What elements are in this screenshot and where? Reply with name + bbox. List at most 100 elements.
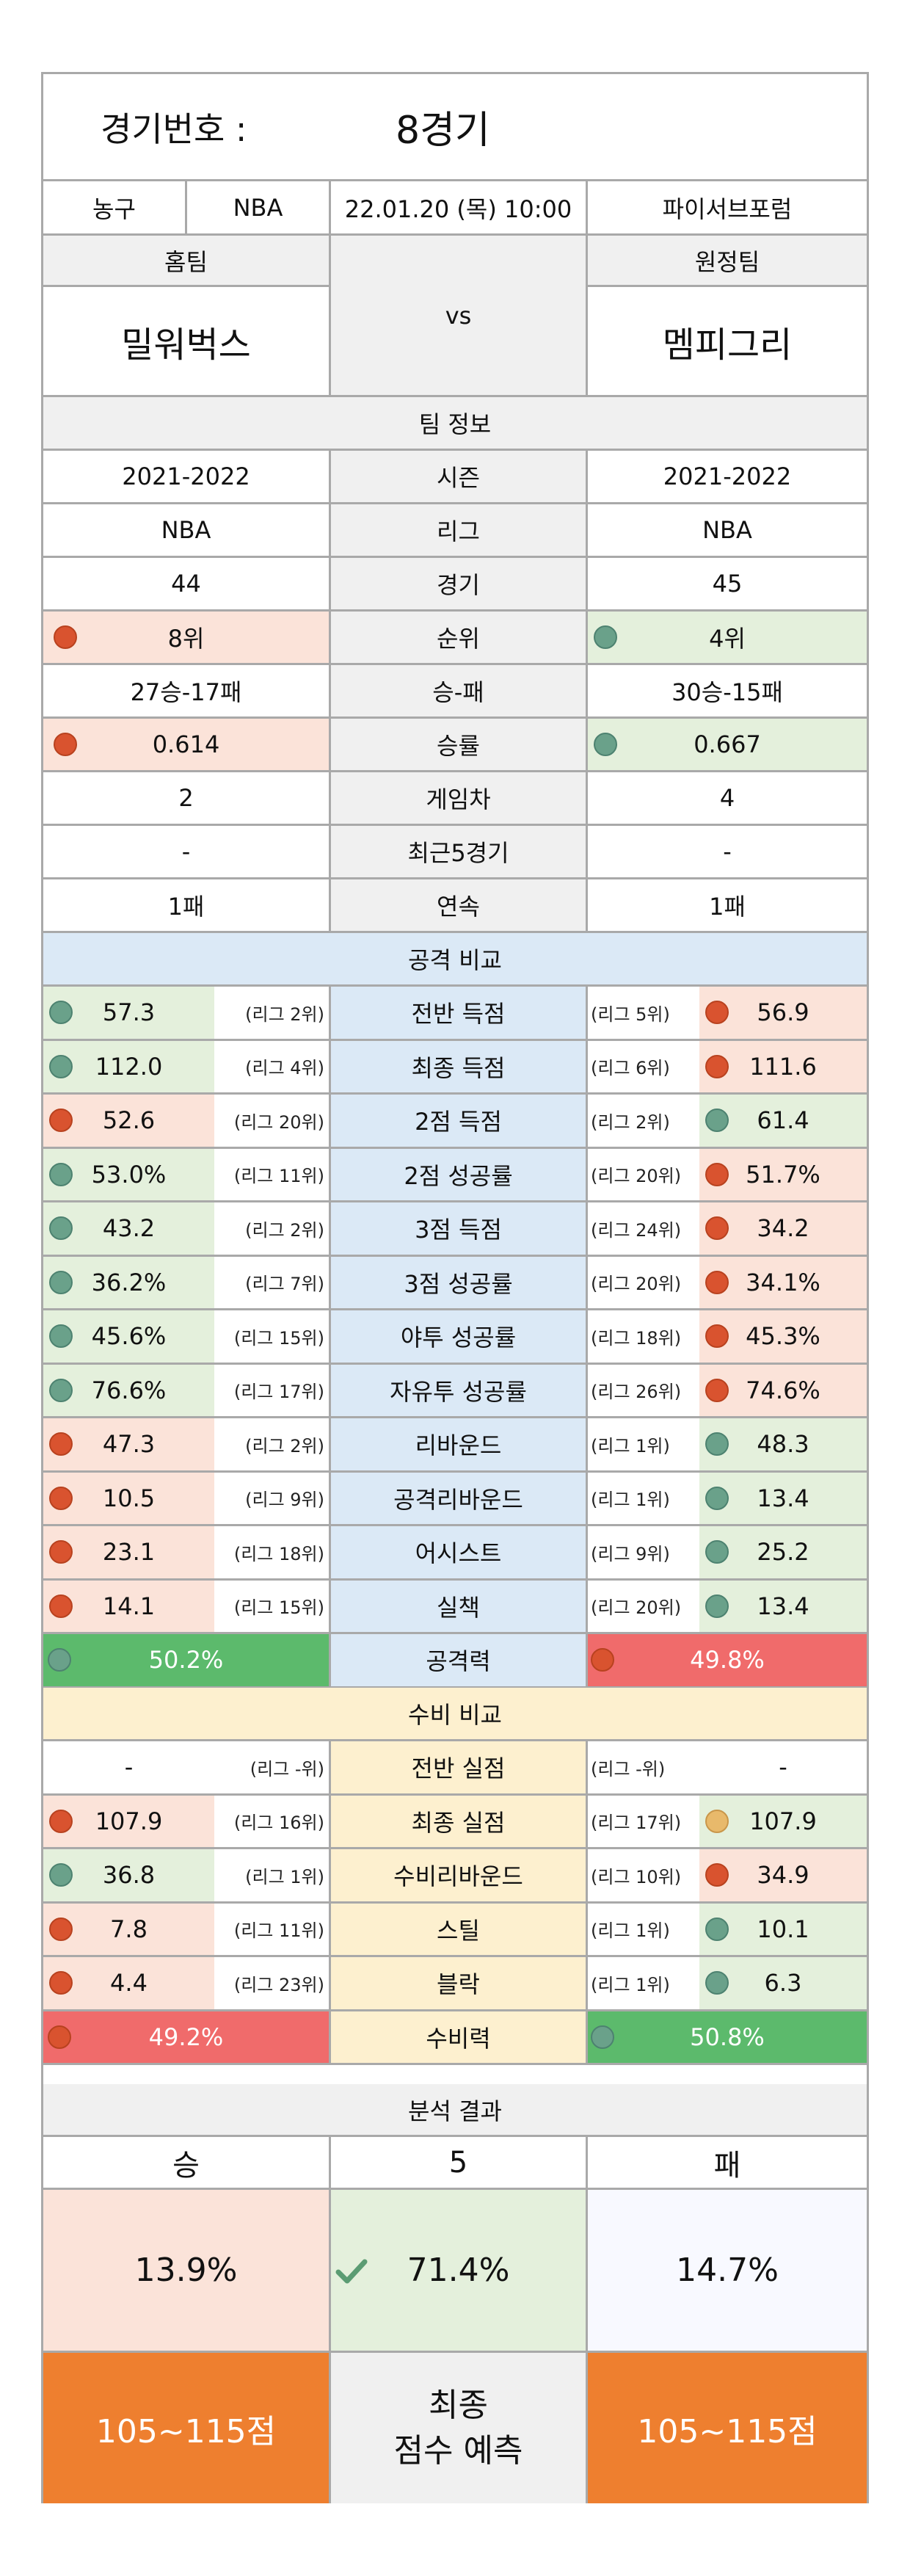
away-value-cell: 25.2	[699, 1526, 867, 1578]
away-value: 1패	[709, 893, 746, 921]
home-value: 43.2	[102, 1214, 156, 1243]
status-dot-icon	[49, 1971, 73, 1995]
stat-label: 최종 득점	[331, 1040, 588, 1092]
win-label: 승	[43, 2137, 331, 2188]
home-value-cell: 45.6%	[43, 1310, 214, 1363]
stat-label: 2점 득점	[331, 1095, 588, 1147]
away-value: 34.2	[757, 1214, 809, 1243]
away-score-prediction: 105~115점	[588, 2353, 867, 2503]
home-value: 7.8	[110, 1915, 148, 1943]
home-value: -	[181, 838, 191, 866]
home-value-cell: 27승-17패	[43, 665, 331, 716]
away-value-cell: 6.3	[699, 1957, 867, 2009]
win-pct: 13.9%	[43, 2190, 331, 2351]
defense-row: - (리그 -위) 전반 실점 (리그 -위) -	[43, 1741, 867, 1796]
home-value: 53.0%	[91, 1160, 167, 1189]
home-rank: (리그 2위)	[214, 1202, 331, 1255]
status-dot-icon	[49, 1486, 73, 1510]
status-dot-icon	[705, 1109, 729, 1133]
status-dot-icon	[705, 1863, 729, 1887]
status-dot-icon	[705, 1324, 729, 1349]
home-value-cell: -	[43, 1741, 214, 1793]
status-dot-icon	[705, 1054, 729, 1078]
analysis-sheet: 경기번호 : 8경기 농구 NBA 22.01.20 (목) 10:00 파이서…	[41, 72, 869, 2503]
lose-label: 패	[713, 2148, 741, 2183]
teams-row: 홈팀 밀워벅스 vs 원정팀 멤피그리	[43, 236, 867, 397]
home-value-cell: 36.8	[43, 1849, 214, 1901]
home-value-cell: 44	[43, 558, 331, 609]
home-value-cell: 2021-2022	[43, 451, 331, 502]
home-value-cell: 76.6%	[43, 1364, 214, 1416]
away-rank: (리그 20위)	[591, 1166, 682, 1187]
defense-row: 107.9 (리그 16위) 최종 실점 (리그 17위) 107.9	[43, 1795, 867, 1849]
status-dot-icon	[49, 1054, 73, 1078]
away-rank: (리그 1위)	[591, 1920, 670, 1942]
away-value: 4	[719, 784, 735, 812]
result-pct-row: 13.9% 71.4% 14.7%	[43, 2190, 867, 2353]
away-value: NBA	[702, 516, 752, 544]
status-dot-icon	[591, 2025, 614, 2049]
stat-label: 게임차	[331, 772, 588, 824]
home-value-cell: 36.2%	[43, 1256, 214, 1308]
away-value: 107.9	[749, 1807, 817, 1835]
score-row: 105~115점 최종 점수 예측 105~115점	[43, 2353, 867, 2503]
away-value: -	[779, 1753, 787, 1782]
team-info-row: 0.614 승률 0.667	[43, 719, 867, 772]
offense-row: 14.1 (리그 15위) 실책 (리그 20위) 13.4	[43, 1580, 867, 1634]
away-rank: (리그 1위)	[591, 1490, 670, 1511]
away-rank: (리그 5위)	[591, 1004, 670, 1025]
home-value-cell: 4.4	[43, 1957, 214, 2009]
away-total: 50.8%	[690, 2022, 765, 2051]
team-info-row: NBA 리그 NBA	[43, 504, 867, 558]
away-value-cell: 107.9	[699, 1795, 867, 1847]
away-rank: (리그 10위)	[591, 1866, 682, 1887]
datetime-cell: 22.01.20 (목) 10:00	[331, 181, 588, 233]
away-value-cell: 61.4	[699, 1095, 867, 1147]
home-score-prediction: 105~115점	[43, 2353, 331, 2503]
home-value-cell: -	[43, 826, 331, 877]
status-dot-icon	[705, 1378, 729, 1402]
match-label: 경기번호 :	[101, 109, 247, 149]
home-rank: (리그 23위)	[214, 1957, 331, 2009]
vs-label: vs	[331, 236, 588, 395]
away-value: 56.9	[757, 998, 809, 1027]
home-value-cell: 53.0%	[43, 1148, 214, 1200]
away-value-cell: 111.6	[699, 1040, 867, 1092]
home-value: 2021-2022	[122, 462, 250, 490]
status-dot-icon	[49, 1809, 73, 1833]
offense-row: 47.3 (리그 2위) 리바운드 (리그 1위) 48.3	[43, 1418, 867, 1473]
home-value: 14.1	[102, 1592, 156, 1620]
status-dot-icon	[705, 1540, 729, 1564]
team-info-title: 팀 정보	[418, 410, 492, 438]
defense-row: 4.4 (리그 23위) 블락 (리그 1위) 6.3	[43, 1957, 867, 2011]
info-row: 농구 NBA 22.01.20 (목) 10:00 파이서브포럼	[43, 181, 867, 236]
draw-pct: 71.4%	[407, 2252, 510, 2289]
offense-title: 공격 비교	[408, 946, 502, 974]
team-info-row: 8위 순위 4위	[43, 612, 867, 665]
home-value: 27승-17패	[130, 678, 242, 706]
team-info-title-row: 팀 정보	[43, 397, 867, 451]
league-cell: NBA	[187, 181, 331, 233]
home-rank: (리그 11위)	[214, 1148, 331, 1200]
status-dot-icon	[705, 1594, 729, 1618]
stat-label: 순위	[331, 612, 588, 663]
status-dot-icon	[49, 1162, 73, 1186]
away-value-cell: 45	[588, 558, 867, 609]
stat-label: 리그	[331, 504, 588, 556]
away-value-cell: 56.9	[699, 987, 867, 1039]
header-row: 경기번호 : 8경기	[43, 74, 867, 181]
away-rank: (리그 6위)	[591, 1058, 670, 1079]
away-value: 45.3%	[746, 1322, 820, 1351]
home-value-cell: 47.3	[43, 1418, 214, 1470]
home-value: 52.6	[102, 1106, 156, 1135]
away-value-cell: NBA	[588, 504, 867, 556]
away-value: -	[723, 838, 732, 866]
away-value: 4위	[709, 625, 746, 653]
offense-row: 43.2 (리그 2위) 3점 득점 (리그 24위) 34.2	[43, 1202, 867, 1257]
status-dot-icon	[705, 1216, 729, 1241]
away-value-cell: -	[699, 1741, 867, 1793]
status-dot-icon	[705, 1917, 729, 1941]
status-dot-icon	[48, 2025, 71, 2049]
status-dot-icon	[705, 1809, 729, 1833]
home-rank: (리그 -위)	[214, 1741, 331, 1793]
